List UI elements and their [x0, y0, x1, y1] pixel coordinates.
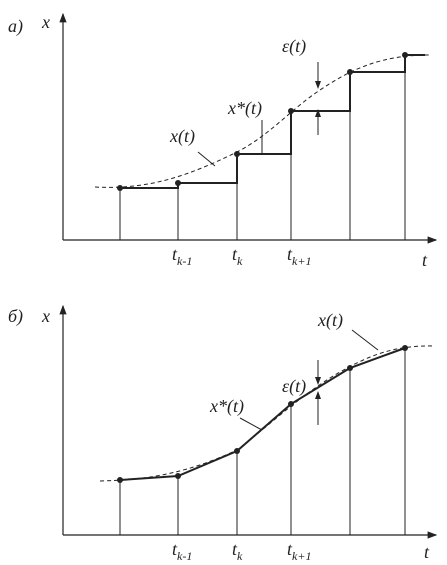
tick-base: t — [172, 244, 178, 264]
signal-label: x(t) — [169, 126, 195, 147]
y-axis-label: x — [41, 306, 50, 326]
tick-label: tk+1 — [287, 539, 311, 563]
leader — [239, 417, 263, 431]
tick-base: t — [232, 244, 238, 264]
tick-labels: tk-1 tk tk+1 — [172, 244, 311, 268]
leader — [351, 329, 379, 351]
panel-a: а) x t ε(t) x*(t) x(t) tk-1 tk tk+1 — [8, 12, 438, 270]
y-axis-label: x — [41, 12, 50, 32]
sample-points — [117, 52, 408, 191]
signal-curve — [94, 54, 431, 188]
tick-base: t — [172, 539, 178, 559]
tick-sub: k-1 — [177, 254, 192, 268]
tick-base: t — [287, 539, 293, 559]
panel-label: б) — [8, 306, 23, 327]
tick-sub: k-1 — [177, 549, 192, 563]
error-label: ε(t) — [282, 36, 306, 57]
approx-label: x*(t) — [209, 396, 244, 417]
x-axis-label: t — [424, 542, 430, 562]
leader — [197, 151, 216, 167]
tick-base: t — [232, 539, 238, 559]
sample-points — [117, 345, 408, 483]
error-label: ε(t) — [282, 376, 306, 397]
sample-lines — [119, 55, 406, 240]
tick-label: tk — [232, 244, 243, 268]
tick-labels: tk-1 tk tk+1 — [172, 539, 311, 563]
tick-sub: k — [237, 254, 243, 268]
tick-label: tk-1 — [172, 539, 192, 563]
signal-label: x(t) — [317, 310, 343, 331]
tick-sub: k — [237, 549, 243, 563]
approx-label: x*(t) — [227, 98, 262, 119]
tick-label: tk-1 — [172, 244, 192, 268]
signal-curve — [99, 345, 436, 482]
interpolation — [119, 347, 406, 481]
tick-label: tk — [232, 539, 243, 563]
panel-b: б) x t ε(t) x*(t) x(t) tk-1 tk tk+1 — [8, 304, 438, 563]
tick-label: tk+1 — [287, 244, 311, 268]
tick-base: t — [287, 244, 293, 264]
panel-label: а) — [8, 16, 23, 37]
staircase — [120, 54, 425, 189]
x-axis-label: t — [422, 250, 428, 270]
tick-sub: k+1 — [292, 254, 311, 268]
sample-lines — [119, 348, 406, 535]
tick-sub: k+1 — [292, 549, 311, 563]
